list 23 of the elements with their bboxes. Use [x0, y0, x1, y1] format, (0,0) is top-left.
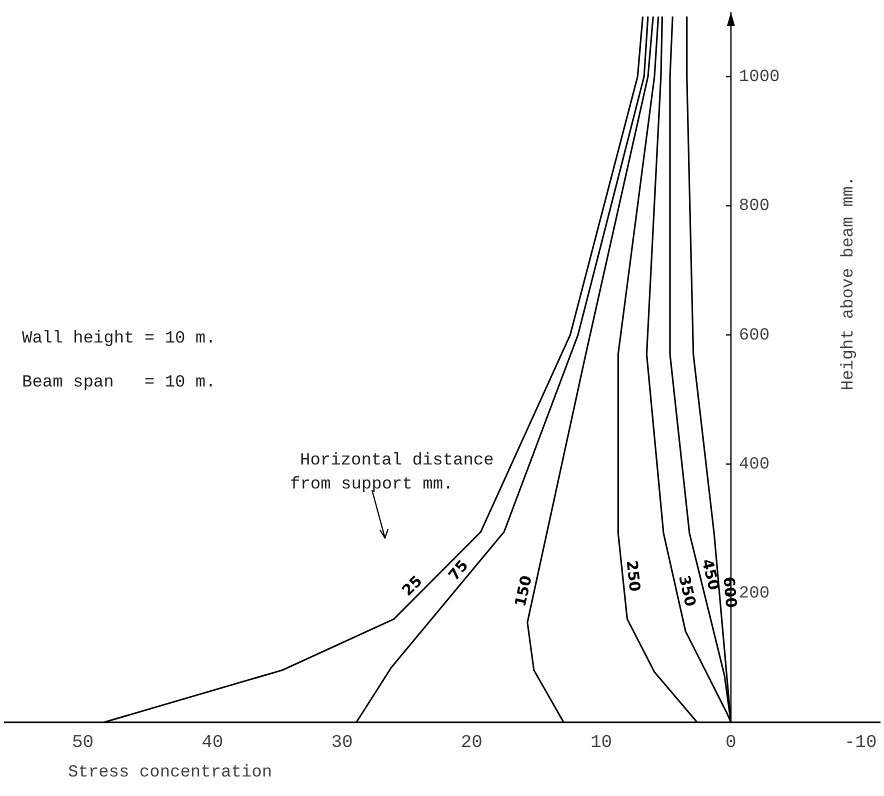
text: 75: [444, 556, 472, 584]
text: 450: [698, 557, 724, 592]
y-tick-label: 1000: [738, 68, 780, 88]
annotation: Wall height = 10 m.: [22, 330, 216, 348]
x-tick-label: 30: [331, 732, 353, 753]
y-tick-label: 200: [738, 584, 770, 604]
x-axis-title: Stress concentration: [68, 764, 272, 782]
y-axis-title: Height above beam mm.: [840, 176, 858, 390]
x-tick-label: 40: [202, 732, 224, 753]
text: 150: [511, 574, 536, 608]
x-tick-label: 0: [726, 732, 736, 753]
text: 25: [398, 572, 426, 600]
text: 250: [622, 559, 644, 592]
x-tick-label: 20: [460, 732, 482, 753]
y-tick-label: 600: [738, 326, 770, 346]
annotation: Horizontal distance from support mm.: [290, 452, 494, 494]
y-tick-label: 400: [738, 456, 770, 475]
annotation: Beam span = 10 m.: [22, 374, 216, 392]
x-tick-label: 10: [590, 732, 612, 753]
x-tick-label: 50: [72, 732, 94, 753]
x-tick-label: -10: [844, 732, 877, 753]
y-tick-label: 800: [738, 197, 770, 216]
text: 350: [675, 574, 700, 608]
